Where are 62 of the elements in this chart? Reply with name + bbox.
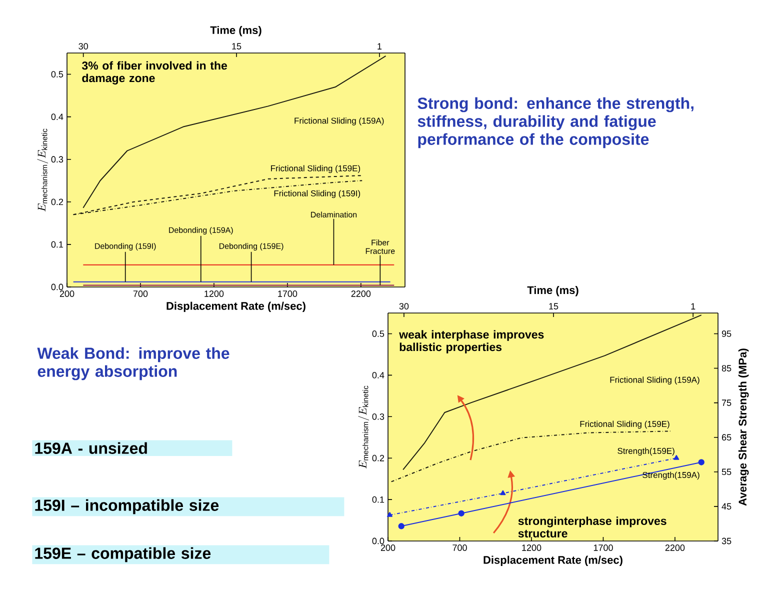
y-tick-label: 0.4 (372, 372, 384, 378)
text: Frictional Sliding (159A) (610, 376, 700, 384)
y-tick-label: 0.3 (372, 413, 384, 420)
series-label: Strength(159E) (618, 448, 674, 456)
y2-tick-label: 95 (722, 330, 732, 337)
series-label: Frictional Sliding (159E) (271, 165, 360, 174)
text: 159E – compatible size (35, 547, 211, 562)
y-tick-label: 0.0 (372, 538, 384, 544)
text: Frictional Sliding (159A) (294, 117, 384, 126)
x2-axis-title: Time (ms) (527, 286, 578, 296)
x2-tick-label: 1 (378, 43, 382, 50)
x-tick-label: 700 (133, 290, 148, 297)
y2-tick-label: 55 (722, 468, 732, 476)
y-tick-label: 0.2 (372, 454, 384, 462)
y-axis-title: $E_{\mathrm{mechanism}}/E_{\mathrm{kinetic}}$ (358, 386, 370, 468)
y2-axis-title: Average Shear Strength (MPa) (738, 348, 749, 506)
text: Weak Bond: improve the energy absorption (37, 347, 230, 380)
y-tick-label: 0.3 (51, 156, 64, 163)
y-tick-label: 0.4 (51, 114, 64, 120)
y2-tick-label: 45 (722, 503, 732, 510)
text: 159I – incompatible size (35, 499, 219, 514)
annotation: Fiber Fracture (366, 240, 395, 254)
x2-axis-title: Time (ms) (210, 26, 262, 36)
annotation: weak interphase improves ballistic properties (399, 330, 544, 354)
series-label: Strength(159A) (642, 472, 700, 480)
x-tick-label: 2200 (351, 290, 371, 297)
x2-tick-label: 1 (691, 303, 696, 310)
y-tick-label: 0.1 (372, 496, 384, 503)
text: 159A - unsized (35, 442, 147, 454)
x-tick-label: 1700 (278, 290, 298, 297)
x-tick-label: 200 (60, 290, 74, 297)
x-tick-label: 700 (452, 544, 467, 551)
x-tick-label: 1700 (594, 544, 613, 551)
annotation: Debonding (159E) (219, 243, 284, 250)
x-tick-label: 1200 (522, 544, 542, 551)
y-tick-label: 0.2 (51, 198, 64, 206)
x2-tick-label: 15 (549, 303, 558, 310)
x2-tick-label: 15 (232, 43, 242, 50)
y-tick-label: 0.5 (51, 71, 64, 78)
series-label: Frictional Sliding (159E) (580, 420, 670, 429)
y2-tick-label: 65 (722, 434, 732, 441)
annotation: 3% of fiber involved in the damage zone (82, 61, 228, 84)
y2-tick-label: 85 (722, 365, 732, 372)
x-axis-title: Displacement Rate (m/sec) (484, 556, 622, 566)
series-label: Frictional Sliding (159I) (274, 190, 360, 198)
annotation: Debonding (159I) (95, 243, 156, 250)
y-axis-title: $E_{\mathrm{mechanism}}/E_{\mathrm{kinetic}}$ (37, 128, 48, 212)
text: Strong bond: enhance the strength, stiffness, durability and fatigue performance of the composite (418, 97, 694, 148)
annotation: stronginterphase improves structure (518, 516, 666, 538)
y2-tick-label: 35 (722, 538, 732, 544)
x-axis-title: Displacement Rate (m/sec) (166, 302, 306, 312)
x-tick-label: 200 (380, 544, 396, 551)
x-tick-label: 1200 (204, 290, 224, 297)
x-tick-label: 2200 (665, 544, 685, 551)
y2-tick-label: 75 (722, 400, 732, 406)
annotation: Debonding (159A) (169, 227, 233, 234)
y-tick-label: 0.5 (372, 330, 384, 337)
y-tick-label: 0.0 (51, 284, 64, 290)
x2-tick-label: 30 (78, 43, 88, 50)
annotation: Delamination (311, 212, 357, 218)
x2-tick-label: 30 (399, 303, 409, 310)
y-tick-label: 0.1 (51, 241, 64, 248)
